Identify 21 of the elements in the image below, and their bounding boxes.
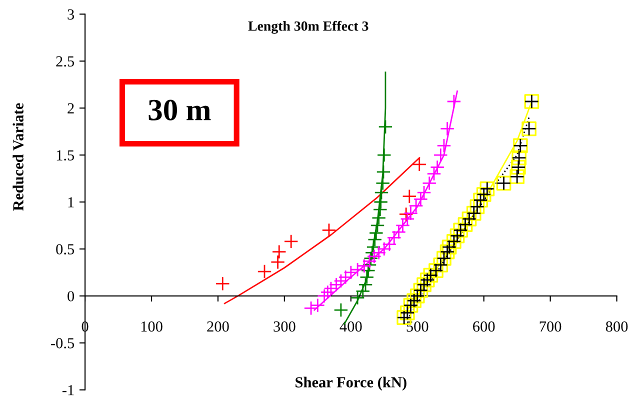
y-tick-label: 0.5 <box>56 244 74 254</box>
y-tick-label: 2.5 <box>56 56 74 67</box>
x-tick-label: 400 <box>340 321 362 332</box>
x-tick-label: 300 <box>274 321 296 332</box>
y-tick-label: 2 <box>68 103 74 114</box>
x-tick-label: 200 <box>207 321 229 332</box>
x-tick-label: 600 <box>473 321 495 332</box>
y-tick-label: 0 <box>68 291 74 302</box>
y-tick-label: 1.5 <box>56 150 74 161</box>
y-tick-label: -1 <box>62 385 74 396</box>
chart-title: Length 30m Effect 3 <box>248 20 368 34</box>
x-tick-label: 100 <box>141 321 162 332</box>
y-tick-label: 3 <box>68 9 74 20</box>
x-tick-label: 700 <box>540 321 562 332</box>
y-tick-label: 1 <box>68 197 74 208</box>
x-tick-label: 800 <box>606 321 628 332</box>
y-axis-title: Reduced Variate <box>12 103 24 211</box>
y-tick-label: -0.5 <box>51 338 74 348</box>
annotation: 30 m <box>148 100 211 120</box>
x-tick-label: 500 <box>406 321 428 332</box>
x-axis-title: Shear Force (kN) <box>296 376 406 391</box>
